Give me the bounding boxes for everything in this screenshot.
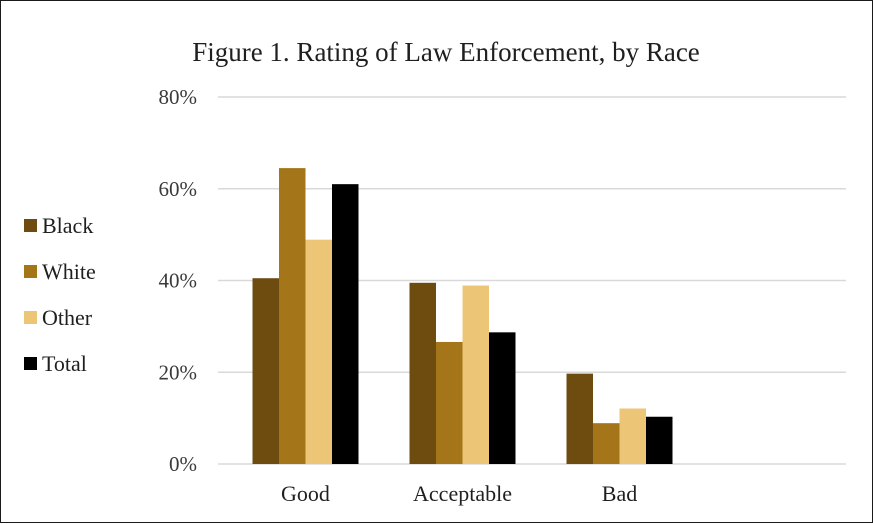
bar-white-good	[279, 168, 306, 464]
bar-other-acceptable	[462, 285, 489, 464]
x-axis-categories: Good Acceptable Bad	[281, 481, 637, 506]
bar-total-good	[332, 184, 359, 464]
bar-total-acceptable	[489, 332, 516, 464]
legend-swatch-total	[24, 357, 37, 370]
x-category-label: Acceptable	[413, 481, 512, 506]
x-category-label: Bad	[602, 481, 637, 506]
bar-total-bad	[646, 416, 673, 464]
x-category-label: Good	[281, 481, 330, 506]
bar-black-bad	[566, 373, 593, 464]
bar-black-acceptable	[409, 282, 436, 464]
legend-label-black: Black	[42, 213, 93, 238]
bars	[252, 168, 673, 464]
y-tick-label: 40%	[159, 269, 198, 293]
y-tick-label: 60%	[159, 177, 198, 201]
y-tick-label: 0%	[169, 452, 197, 476]
bar-black-good	[252, 278, 279, 464]
bar-white-acceptable	[436, 341, 463, 464]
bar-other-bad	[619, 408, 646, 464]
legend-label-total: Total	[42, 351, 87, 376]
chart-title: Figure 1. Rating of Law Enforcement, by …	[192, 37, 700, 67]
bar-other-good	[305, 239, 332, 464]
legend-label-white: White	[42, 259, 96, 284]
legend-swatch-white	[24, 265, 37, 278]
legend-label-other: Other	[42, 305, 93, 330]
legend: Black White Other Total	[24, 213, 96, 376]
bar-white-bad	[593, 423, 620, 464]
y-tick-label: 80%	[159, 85, 198, 109]
y-tick-label: 20%	[159, 360, 198, 384]
y-axis-ticks: 0% 20% 40% 60% 80%	[159, 85, 198, 476]
legend-swatch-other	[24, 311, 37, 324]
legend-swatch-black	[24, 219, 37, 232]
